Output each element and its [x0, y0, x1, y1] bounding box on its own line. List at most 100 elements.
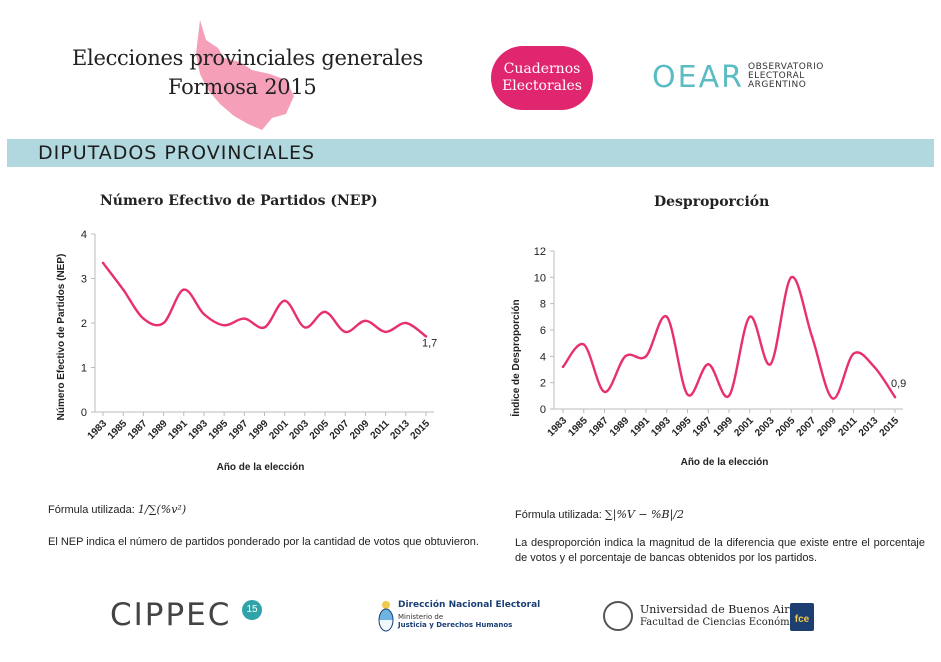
desp-data-point-2011: [852, 352, 855, 355]
nep-data-point-2001: [283, 299, 286, 302]
oear-logo-mark: OEAR: [652, 60, 744, 95]
section-title: DIPUTADOS PROVINCIALES: [38, 142, 316, 164]
nep-formula-label: Fórmula utilizada:: [48, 504, 135, 516]
nep-x-tick-label: 2007: [328, 418, 352, 442]
oear-line2: ELECTORAL: [748, 71, 805, 81]
nep-y-tick-label: 3: [81, 274, 87, 286]
nep-y-tick-label: 0: [81, 407, 87, 419]
nep-x-tick-label: 1995: [207, 418, 231, 442]
nep-data-point-2013: [404, 321, 408, 325]
fce-logo: fce: [790, 603, 814, 631]
nep-data-point-2003: [303, 326, 307, 329]
nep-formula-expression: 1/∑(%v²): [137, 503, 187, 516]
desproporcion-formula-expression: ∑|%V − %B|/2: [604, 508, 685, 521]
desp-last-value-label: 0,9: [891, 378, 906, 390]
desp-x-tick-label: 1987: [587, 415, 611, 439]
desp-y-tick-label: 12: [534, 246, 546, 258]
formosa-province-shape: [196, 20, 294, 130]
desp-data-point-1991: [644, 355, 648, 358]
desp-x-tick-label: 1989: [608, 415, 632, 439]
desp-y-tick-label: 10: [534, 272, 546, 284]
nep-x-tick-label: 2011: [369, 418, 392, 441]
nep-x-tick-label: 1997: [227, 418, 251, 442]
nep-x-tick-label: 1991: [166, 418, 190, 442]
desp-x-tick-label: 2007: [795, 415, 819, 439]
desp-y-tick-label: 2: [540, 378, 546, 390]
badge-line2: Electorales: [502, 78, 582, 94]
nep-y-tick-label: 4: [81, 229, 87, 241]
nep-data-point-2009: [364, 319, 367, 322]
nep-data-point-1985: [121, 288, 125, 291]
nep-x-tick-label: 1999: [247, 418, 271, 442]
nep-y-tick-label: 2: [81, 318, 87, 330]
desp-y-tick-label: 8: [540, 299, 546, 311]
desp-data-point-1983: [561, 365, 565, 369]
page-title-line1: Elecciones provinciales generales: [72, 46, 423, 70]
nep-x-tick-label: 1987: [126, 418, 150, 442]
nep-data-point-2007: [344, 330, 347, 334]
desproporcion-formula-label: Fórmula utilizada:: [515, 509, 602, 521]
desp-data-point-1995: [686, 393, 689, 396]
nep-data-point-2011: [384, 330, 387, 334]
desproporcion-formula: Fórmula utilizada: ∑|%V − %B|/2: [515, 508, 684, 521]
desp-data-point-1997: [707, 363, 710, 366]
desp-y-axis-title: Índice de Desproporción: [509, 299, 522, 416]
desp-x-tick-label: 1993: [649, 415, 673, 439]
desp-x-tick-label: 1985: [566, 415, 590, 439]
desp-x-tick-label: 1995: [670, 415, 694, 439]
nep-data-point-1993: [202, 312, 206, 316]
nep-x-tick-label: 2005: [308, 418, 332, 442]
desp-x-tick-label: 2003: [753, 415, 777, 439]
desp-data-point-1999: [727, 394, 731, 398]
desproporcion-chart-title: Desproporción: [654, 194, 770, 210]
nep-x-tick-label: 2001: [267, 418, 291, 442]
uba-seal-icon: [603, 601, 633, 631]
uba-logo-line2: Facultad de Ciencias Económicas: [640, 617, 810, 628]
desp-data-point-1985: [582, 343, 585, 346]
cuadernos-electorales-badge: Cuadernos Electorales: [491, 46, 593, 110]
desp-x-tick-label: 1997: [691, 415, 715, 439]
desp-x-tick-label: 1999: [712, 415, 736, 439]
nep-data-point-2005: [323, 310, 327, 314]
desp-x-tick-label: 1991: [629, 415, 653, 439]
nep-x-tick-label: 2009: [348, 418, 372, 442]
nep-x-tick-label: 2013: [388, 418, 412, 442]
cippec-logo: CIPPEC: [110, 597, 232, 633]
nep-x-axis-title: Año de la elección: [217, 462, 305, 473]
nep-data-point-1983: [101, 261, 105, 265]
nep-x-tick-label: 1983: [86, 418, 110, 442]
desp-x-tick-label: 2015: [878, 415, 902, 439]
desp-y-tick-label: 6: [540, 325, 546, 337]
desp-x-tick-label: 2005: [774, 415, 798, 439]
nep-chart-title: Número Efectivo de Partidos (NEP): [100, 193, 378, 209]
desp-data-point-2003: [769, 363, 772, 366]
section-banner: [7, 139, 934, 167]
nep-data-point-1991: [182, 288, 185, 291]
nep-data-point-1987: [142, 317, 145, 320]
nep-data-point-1989: [162, 321, 165, 325]
nep-data-point-1997: [243, 317, 246, 320]
nep-last-value-label: 1,7: [422, 337, 437, 349]
desp-data-point-2001: [748, 315, 751, 319]
dne-logo-sub2: Justicia y Derechos Humanos: [398, 621, 513, 629]
cippec-15-badge: 15: [242, 600, 262, 620]
nep-data-point-1995: [222, 324, 226, 327]
desp-y-tick-label: 0: [540, 404, 546, 416]
page-title-line2: Formosa 2015: [168, 75, 317, 99]
oear-line1: OBSERVATORIO: [748, 62, 824, 72]
nep-y-tick-label: 1: [81, 363, 87, 375]
badge-line1: Cuadernos: [503, 61, 581, 77]
desp-data-point-1993: [665, 315, 668, 319]
nep-x-tick-label: 2003: [287, 418, 311, 442]
desp-x-tick-label: 2013: [857, 415, 881, 439]
desp-data-point-2009: [831, 397, 834, 400]
desp-x-tick-label: 2001: [732, 415, 756, 439]
nep-formula: Fórmula utilizada: 1/∑(%v²): [48, 503, 186, 516]
desp-x-tick-label: 1983: [546, 415, 570, 439]
dne-logo-sub1: Ministerio de: [398, 613, 444, 621]
uba-logo-line1: Universidad de Buenos Aires: [640, 603, 802, 616]
oear-logo-text: OBSERVATORIO ELECTORAL ARGENTINO: [748, 63, 824, 90]
desp-data-point-2007: [810, 335, 814, 338]
desp-data-point-1987: [603, 390, 606, 394]
